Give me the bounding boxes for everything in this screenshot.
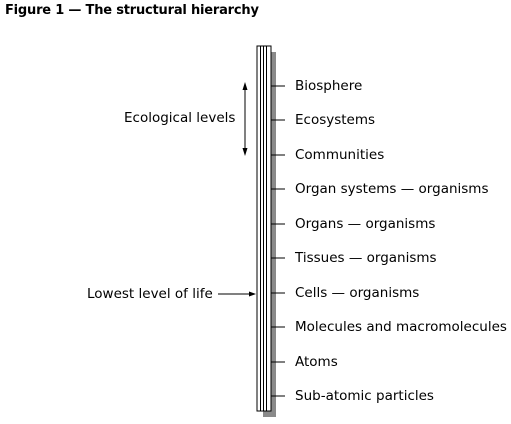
figure-title: Figure 1 — The structural hierarchy xyxy=(5,3,259,18)
lowest-level-label: Lowest level of life xyxy=(87,286,213,302)
level-label-atoms: Atoms xyxy=(295,354,338,370)
level-ticks xyxy=(271,85,285,397)
level-label-organs: Organs — organisms xyxy=(295,216,436,232)
level-label-molecules: Molecules and macromolecules xyxy=(295,319,507,335)
ecological-levels-label: Ecological levels xyxy=(124,110,236,126)
level-label-biosphere: Biosphere xyxy=(295,78,363,94)
level-label-subatomic: Sub-atomic particles xyxy=(295,388,434,404)
ecological-arrow xyxy=(242,82,248,156)
level-label-communities: Communities xyxy=(295,147,385,163)
pillar-stripes xyxy=(260,46,267,411)
level-label-tissues: Tissues — organisms xyxy=(295,250,437,266)
level-label-cells: Cells — organisms xyxy=(295,285,420,301)
level-label-ecosystems: Ecosystems xyxy=(295,112,376,128)
level-label-organ-systems: Organ systems — organisms xyxy=(295,181,489,197)
lowest-level-arrow xyxy=(218,291,256,297)
